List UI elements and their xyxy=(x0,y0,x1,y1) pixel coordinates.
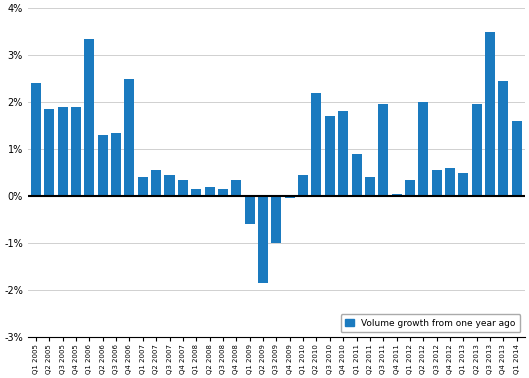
Bar xyxy=(178,180,188,196)
Bar xyxy=(285,196,295,198)
Bar xyxy=(472,104,482,196)
Bar xyxy=(458,172,468,196)
Bar xyxy=(71,107,81,196)
Bar xyxy=(312,93,322,196)
Bar xyxy=(338,112,348,196)
Bar xyxy=(218,189,228,196)
Bar xyxy=(512,121,522,196)
Bar xyxy=(351,154,361,196)
Bar xyxy=(498,81,508,196)
Bar xyxy=(298,175,308,196)
Bar xyxy=(271,196,281,243)
Bar xyxy=(84,39,94,196)
Bar xyxy=(44,109,54,196)
Bar xyxy=(111,133,121,196)
Bar xyxy=(124,79,134,196)
Bar xyxy=(231,180,241,196)
Bar xyxy=(432,170,442,196)
Bar xyxy=(418,102,428,196)
Bar xyxy=(205,187,215,196)
Bar xyxy=(405,180,415,196)
Bar xyxy=(244,196,254,224)
Bar xyxy=(325,116,335,196)
Bar xyxy=(485,32,495,196)
Legend: Volume growth from one year ago: Volume growth from one year ago xyxy=(341,314,521,332)
Bar xyxy=(365,177,375,196)
Bar xyxy=(138,177,148,196)
Bar xyxy=(391,194,402,196)
Bar xyxy=(31,83,41,196)
Bar xyxy=(165,175,175,196)
Bar xyxy=(378,104,388,196)
Bar xyxy=(445,168,455,196)
Bar xyxy=(98,135,108,196)
Bar xyxy=(258,196,268,283)
Bar xyxy=(58,107,68,196)
Bar xyxy=(151,170,161,196)
Bar xyxy=(191,189,201,196)
